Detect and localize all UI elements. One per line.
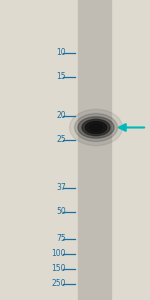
Bar (78, 0, 111, 300)
Ellipse shape (82, 119, 110, 136)
Text: 150: 150 (51, 264, 66, 273)
Ellipse shape (89, 123, 103, 132)
Text: 50: 50 (56, 207, 66, 216)
Text: 37: 37 (56, 183, 66, 192)
Text: 75: 75 (56, 234, 66, 243)
Text: 250: 250 (51, 279, 66, 288)
Text: 15: 15 (56, 72, 66, 81)
Ellipse shape (85, 121, 107, 134)
Text: 100: 100 (51, 249, 66, 258)
Text: 25: 25 (56, 135, 66, 144)
Ellipse shape (75, 113, 117, 142)
Ellipse shape (78, 117, 114, 138)
Text: 10: 10 (56, 48, 66, 57)
Ellipse shape (70, 109, 122, 146)
Text: 20: 20 (56, 111, 66, 120)
